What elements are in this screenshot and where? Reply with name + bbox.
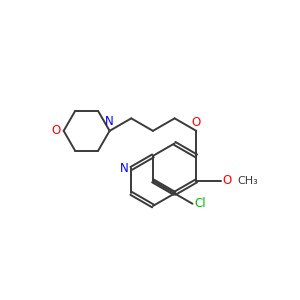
Text: O: O	[51, 124, 60, 137]
Text: N: N	[105, 115, 114, 128]
Text: Cl: Cl	[194, 197, 206, 210]
Text: N: N	[120, 162, 129, 175]
Text: CH₃: CH₃	[238, 176, 258, 186]
Text: O: O	[192, 116, 201, 128]
Text: O: O	[223, 174, 232, 188]
